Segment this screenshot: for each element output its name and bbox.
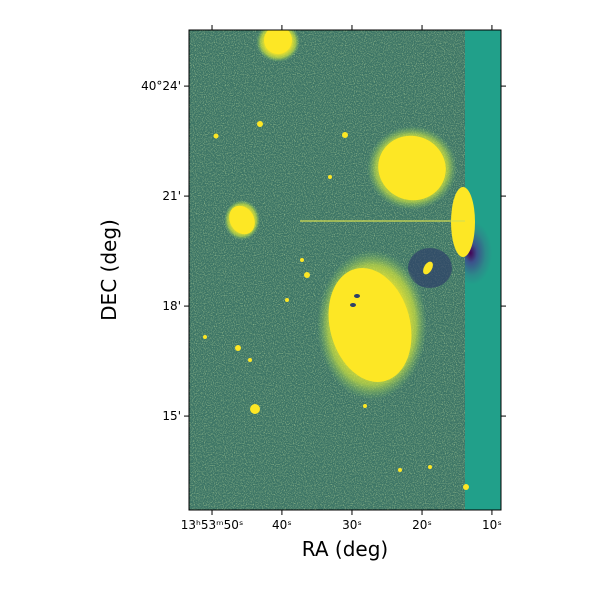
y-tick-label: 40°24' — [141, 79, 181, 93]
y-axis-label: DEC (deg) — [97, 219, 121, 321]
y-tick-label: 21' — [162, 189, 181, 203]
x-tick-label: 30ˢ — [342, 518, 362, 532]
sky-image — [189, 30, 501, 510]
y-tick-label: 18' — [162, 299, 181, 313]
x-axis-label: RA (deg) — [302, 537, 388, 561]
x-tick-label: 40ˢ — [272, 518, 292, 532]
x-tick-label: 13ʰ53ᵐ50ˢ — [181, 518, 244, 532]
y-tick-label: 15' — [162, 409, 181, 423]
x-tick-label: 20ˢ — [412, 518, 432, 532]
x-tick-label: 10ˢ — [482, 518, 502, 532]
frame — [188, 29, 502, 511]
